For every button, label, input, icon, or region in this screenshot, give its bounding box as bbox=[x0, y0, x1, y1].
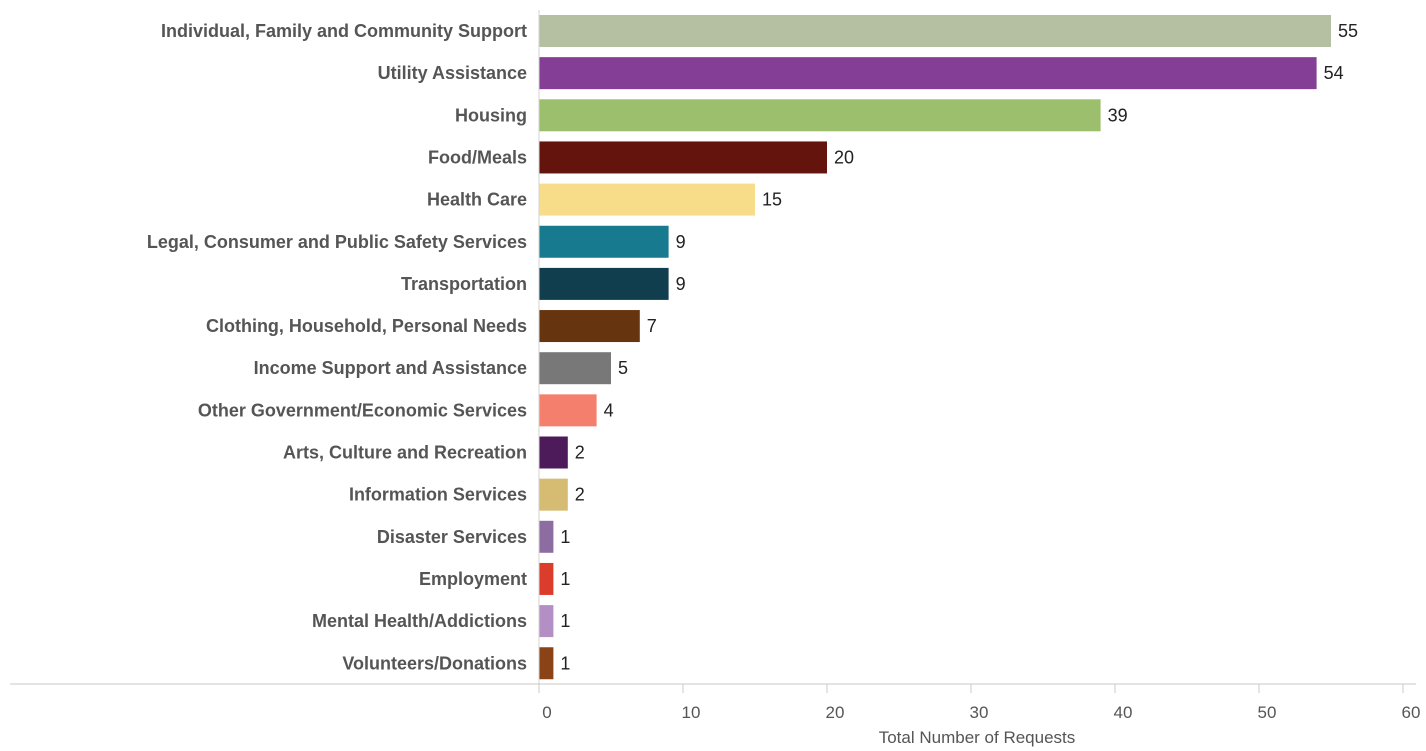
data-label: 1 bbox=[560, 611, 570, 631]
category-label: Arts, Culture and Recreation bbox=[283, 443, 527, 463]
bar bbox=[539, 436, 568, 469]
data-label: 20 bbox=[834, 147, 854, 167]
bar bbox=[539, 267, 669, 300]
bar bbox=[539, 15, 1331, 47]
data-label: 1 bbox=[560, 569, 570, 589]
data-label: 54 bbox=[1324, 63, 1344, 83]
category-label: Housing bbox=[455, 105, 527, 125]
x-tick-label: 10 bbox=[682, 703, 701, 722]
data-label: 2 bbox=[575, 443, 585, 463]
category-label: Information Services bbox=[349, 485, 527, 505]
data-label: 15 bbox=[762, 190, 782, 210]
bar bbox=[539, 310, 640, 343]
bar bbox=[539, 647, 554, 680]
category-label: Employment bbox=[419, 569, 527, 589]
bar bbox=[539, 57, 1317, 90]
x-tick-label: 0 bbox=[542, 703, 551, 722]
bar bbox=[539, 478, 568, 511]
data-label: 9 bbox=[676, 274, 686, 294]
x-tick-label: 50 bbox=[1258, 703, 1277, 722]
category-label: Clothing, Household, Personal Needs bbox=[206, 316, 527, 336]
category-label: Mental Health/Addictions bbox=[312, 611, 527, 631]
data-label: 5 bbox=[618, 358, 628, 378]
data-label: 2 bbox=[575, 485, 585, 505]
x-axis-ticks: 0 10 20 30 40 50 60 bbox=[538, 684, 1421, 722]
category-label: Disaster Services bbox=[377, 527, 527, 547]
category-label: Legal, Consumer and Public Safety Servic… bbox=[147, 232, 527, 252]
x-tick-label: 20 bbox=[826, 703, 845, 722]
x-tick-label: 40 bbox=[1114, 703, 1133, 722]
data-label: 1 bbox=[560, 527, 570, 547]
category-label: Volunteers/Donations bbox=[342, 653, 527, 673]
x-tick-label: 30 bbox=[970, 703, 989, 722]
data-label: 1 bbox=[560, 653, 570, 673]
category-label: Individual, Family and Community Support bbox=[161, 21, 527, 41]
category-label: Transportation bbox=[401, 274, 527, 294]
bar bbox=[539, 99, 1101, 132]
data-label: 4 bbox=[604, 400, 614, 420]
bar bbox=[539, 141, 827, 174]
bar bbox=[539, 225, 669, 258]
data-label: 55 bbox=[1338, 21, 1358, 41]
category-label: Income Support and Assistance bbox=[254, 358, 527, 378]
x-tick-label: 60 bbox=[1402, 703, 1421, 722]
category-label: Health Care bbox=[427, 190, 527, 210]
data-label: 7 bbox=[647, 316, 657, 336]
data-label: 9 bbox=[676, 232, 686, 252]
bar bbox=[539, 352, 611, 385]
category-label: Other Government/Economic Services bbox=[198, 400, 527, 420]
bar bbox=[539, 520, 554, 553]
category-labels: Individual, Family and Community Support… bbox=[147, 21, 527, 673]
bars-layer bbox=[539, 15, 1331, 680]
bar bbox=[539, 394, 597, 427]
bar bbox=[539, 183, 755, 216]
bar bbox=[539, 562, 554, 595]
category-label: Utility Assistance bbox=[378, 63, 527, 83]
category-label: Food/Meals bbox=[428, 147, 527, 167]
data-label: 39 bbox=[1108, 105, 1128, 125]
bar bbox=[539, 605, 554, 638]
x-axis-title: Total Number of Requests bbox=[879, 728, 1076, 747]
